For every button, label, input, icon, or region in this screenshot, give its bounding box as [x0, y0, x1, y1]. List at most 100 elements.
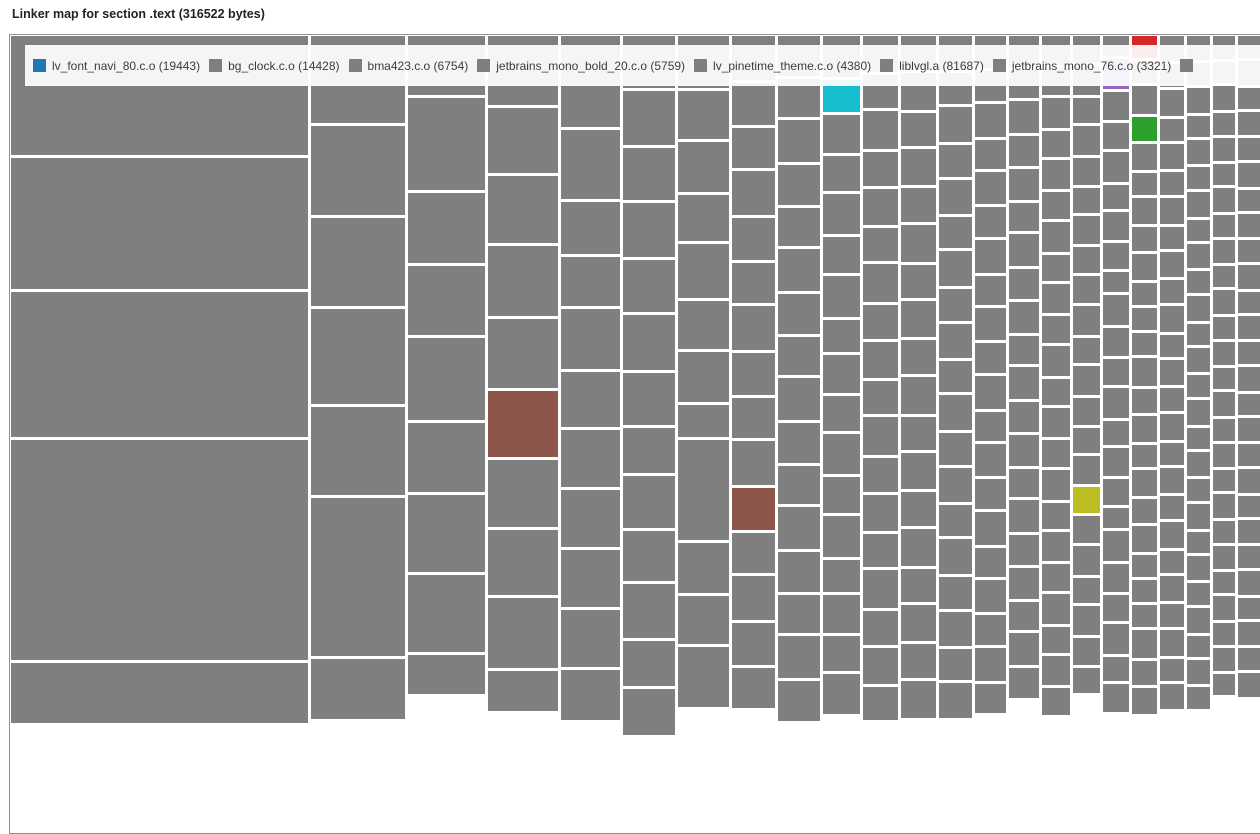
treemap-cell[interactable] [1160, 172, 1184, 195]
treemap-cell[interactable] [863, 611, 898, 645]
treemap-cell[interactable] [623, 584, 675, 638]
treemap-cell[interactable] [1009, 435, 1039, 466]
treemap-cell[interactable] [732, 668, 775, 708]
treemap-cell[interactable] [1103, 421, 1129, 445]
treemap-cell[interactable] [1132, 144, 1157, 170]
treemap-cell[interactable] [1009, 203, 1039, 231]
treemap-cell[interactable] [975, 479, 1006, 509]
treemap-cell[interactable] [823, 560, 860, 592]
treemap-cell[interactable] [732, 533, 775, 573]
treemap-cell[interactable] [1132, 470, 1157, 496]
treemap-cell[interactable] [1132, 173, 1157, 195]
treemap-cell[interactable] [1132, 661, 1157, 685]
treemap-cell[interactable] [1042, 503, 1070, 529]
treemap-cell[interactable] [488, 598, 558, 668]
treemap-cell[interactable] [1187, 140, 1210, 164]
treemap-cell[interactable] [863, 305, 898, 339]
treemap-cell[interactable] [1213, 521, 1235, 543]
treemap-cell[interactable] [778, 120, 820, 162]
treemap-cell[interactable] [561, 610, 620, 667]
treemap-cell[interactable] [623, 260, 675, 312]
treemap-cell[interactable] [1213, 546, 1235, 569]
treemap-cell[interactable] [1213, 674, 1235, 695]
treemap-cell[interactable] [1160, 360, 1184, 385]
treemap-cell[interactable] [488, 176, 558, 243]
treemap-cell[interactable] [1213, 342, 1235, 365]
treemap-cell[interactable] [678, 352, 729, 402]
treemap-cell[interactable] [1160, 414, 1184, 440]
treemap-cell[interactable] [939, 505, 972, 536]
treemap-cell[interactable] [1213, 86, 1235, 110]
treemap-cell[interactable] [1187, 296, 1210, 321]
treemap-cell[interactable] [1103, 185, 1129, 209]
treemap-cell[interactable] [732, 441, 775, 485]
treemap-cell[interactable] [1213, 188, 1235, 212]
treemap-cell[interactable] [1073, 306, 1100, 335]
treemap-cell[interactable] [732, 398, 775, 438]
treemap-cell[interactable] [1042, 98, 1070, 128]
treemap-cell[interactable] [1103, 152, 1129, 182]
treemap-cell[interactable] [623, 428, 675, 473]
treemap-cell[interactable] [1160, 144, 1184, 169]
treemap-cell[interactable] [1132, 86, 1157, 114]
treemap-cell[interactable] [1132, 283, 1157, 305]
treemap-cell[interactable] [823, 636, 860, 671]
treemap-cell[interactable] [1073, 606, 1100, 635]
treemap-cell[interactable] [863, 152, 898, 186]
treemap-cell[interactable] [863, 342, 898, 378]
treemap-cell[interactable] [1213, 572, 1235, 593]
treemap-cell[interactable] [1160, 604, 1184, 627]
treemap-cell[interactable] [1187, 244, 1210, 268]
treemap-cell[interactable] [975, 684, 1006, 713]
treemap-cell[interactable] [1160, 252, 1184, 277]
treemap-cell[interactable] [1238, 265, 1260, 289]
treemap-cell[interactable] [778, 294, 820, 334]
treemap-cell[interactable] [1238, 598, 1260, 619]
treemap-cell[interactable] [1103, 684, 1129, 712]
treemap-cell[interactable] [311, 659, 405, 719]
treemap-cell[interactable] [1187, 400, 1210, 425]
treemap-cell[interactable] [1103, 479, 1129, 505]
treemap-cell[interactable] [1073, 398, 1100, 425]
treemap-cell[interactable] [1009, 469, 1039, 497]
treemap-cell[interactable] [1009, 269, 1039, 299]
treemap-cell[interactable] [1187, 479, 1210, 501]
treemap-cell[interactable] [678, 195, 729, 241]
treemap-cell[interactable] [1103, 657, 1129, 681]
treemap-cell[interactable] [863, 648, 898, 684]
treemap-cell[interactable] [1073, 546, 1100, 575]
treemap-cell[interactable] [901, 225, 936, 262]
treemap-cell[interactable] [1132, 630, 1157, 658]
treemap-cell[interactable] [823, 320, 860, 352]
treemap-cell[interactable] [1238, 240, 1260, 262]
treemap-cell[interactable] [939, 107, 972, 142]
treemap-cell[interactable] [732, 576, 775, 620]
treemap-cell[interactable] [1103, 123, 1129, 149]
treemap-cell[interactable] [1132, 445, 1157, 467]
treemap-cell[interactable] [1042, 408, 1070, 437]
treemap-cell[interactable] [1009, 101, 1039, 133]
treemap-cell[interactable] [823, 477, 860, 513]
treemap-cell[interactable] [1238, 444, 1260, 466]
treemap-cell[interactable] [1103, 272, 1129, 292]
treemap-cell[interactable] [561, 372, 620, 427]
treemap-cell[interactable] [1009, 234, 1039, 266]
treemap-cell[interactable] [1009, 668, 1039, 698]
treemap-cell[interactable] [1238, 292, 1260, 313]
treemap-cell[interactable] [975, 172, 1006, 204]
treemap-cell[interactable] [1213, 317, 1235, 339]
treemap-cell[interactable] [901, 529, 936, 566]
treemap-cell[interactable] [975, 580, 1006, 612]
treemap-cell[interactable] [1187, 271, 1210, 293]
treemap-cell[interactable] [778, 423, 820, 463]
treemap-cell[interactable] [1238, 469, 1260, 493]
treemap-cell[interactable] [1073, 216, 1100, 244]
treemap-cell[interactable] [311, 126, 405, 215]
treemap-cell[interactable] [623, 476, 675, 528]
treemap-cell[interactable] [1213, 623, 1235, 645]
treemap-cell[interactable] [1187, 324, 1210, 345]
treemap-cell[interactable] [901, 377, 936, 414]
treemap-cell[interactable] [823, 194, 860, 234]
treemap-cell[interactable] [1073, 428, 1100, 453]
treemap-cell[interactable] [1238, 418, 1260, 441]
